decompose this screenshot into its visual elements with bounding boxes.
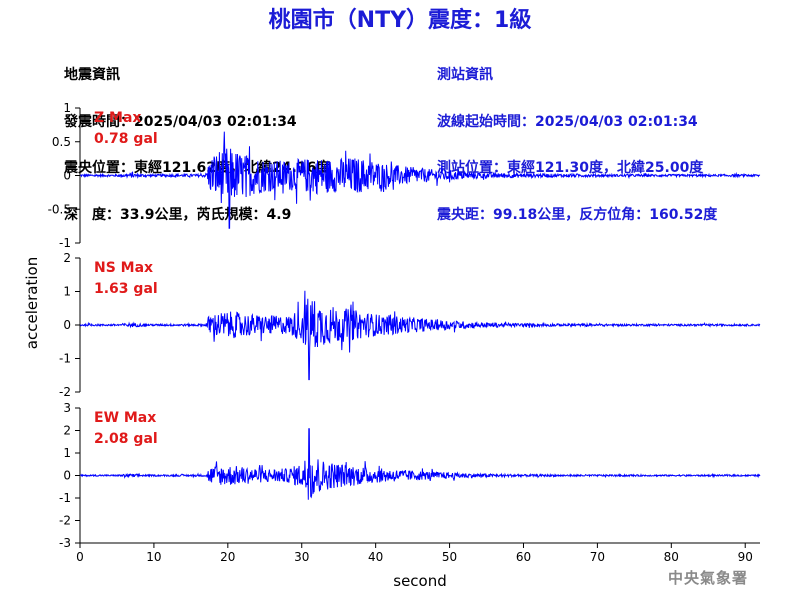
y-tick-label: 1 (63, 101, 71, 115)
earthquake-info-heading: 地震資訊 (64, 67, 120, 83)
y-tick-label: -1 (59, 236, 71, 250)
x-tick-label: 0 (76, 550, 84, 564)
station-location: 測站位置：東經121.30度，北緯25.00度 (437, 160, 704, 176)
panel-max-label: NS Max (94, 260, 153, 276)
trace-ns (79, 290, 761, 381)
panel-max-label: Z Max (94, 110, 141, 126)
x-tick-label: 30 (294, 550, 309, 564)
x-tick-label: 10 (146, 550, 161, 564)
station-info: 測站資訊 波線起始時間：2025/04/03 02:01:34 測站位置：東經1… (437, 37, 717, 254)
y-tick-label: 0 (63, 318, 71, 332)
y-tick-label: 1 (63, 285, 71, 299)
y-tick-label: 0 (63, 469, 71, 483)
panel-max-value: 2.08 gal (94, 431, 158, 447)
y-tick-label: 3 (63, 401, 71, 415)
panel-z: -1 -0.5 0 0.5 1 Z Max 0.78 gal (48, 101, 761, 250)
y-tick-label: 0 (63, 169, 71, 183)
page-title: 桃園市（NTY）震度：1級 (268, 8, 532, 33)
y-tick-label: -3 (59, 536, 71, 550)
x-tick-label: 60 (516, 550, 531, 564)
y-tick-label: -1 (59, 491, 71, 505)
depth-magnitude: 深 度：33.9公里，芮氏規模：4.9 (64, 206, 292, 223)
y-tick-label: -0.5 (48, 202, 71, 216)
y-tick-label: -2 (59, 385, 71, 399)
x-tick-label: 40 (368, 550, 383, 564)
x-tick-label: 50 (442, 550, 457, 564)
panel-max-value: 1.63 gal (94, 281, 158, 297)
y-tick-label: 2 (63, 424, 71, 438)
trace-z (80, 131, 761, 229)
panel-max-value: 0.78 gal (94, 131, 158, 147)
waveform-start-time: 波線起始時間：2025/04/03 02:01:34 (437, 113, 698, 130)
x-tick-label: 90 (738, 550, 753, 564)
epicentral-distance: 震央距：99.18公里，反方位角：160.52度 (437, 206, 718, 223)
x-tick-label: 80 (664, 550, 679, 564)
y-axis-title: acceleration (23, 257, 41, 349)
y-tick-label: -2 (59, 514, 71, 528)
panel-max-label: EW Max (94, 410, 156, 426)
y-tick-label: 1 (63, 446, 71, 460)
y-tick-label: 0.5 (52, 135, 71, 149)
agency-watermark: 中央氣象署 (667, 569, 748, 587)
y-tick-label: 2 (63, 251, 71, 265)
panel-ns: -2 -1 0 1 2 NS Max 1.63 gal (59, 251, 761, 399)
station-info-heading: 測站資訊 (437, 67, 493, 83)
x-tick-label: 20 (220, 550, 235, 564)
panel-ew: -3 -2 -1 0 1 2 3 EW Max 2.08 gal (59, 401, 761, 550)
earthquake-info: 地震資訊 發震時間：2025/04/03 02:01:34 震央位置：東經121… (64, 37, 330, 254)
trace-ew (79, 428, 761, 500)
y-tick-label: -1 (59, 352, 71, 366)
origin-time: 發震時間：2025/04/03 02:01:34 (64, 113, 297, 130)
x-axis-title: second (393, 572, 447, 590)
x-tick-label: 70 (590, 550, 605, 564)
